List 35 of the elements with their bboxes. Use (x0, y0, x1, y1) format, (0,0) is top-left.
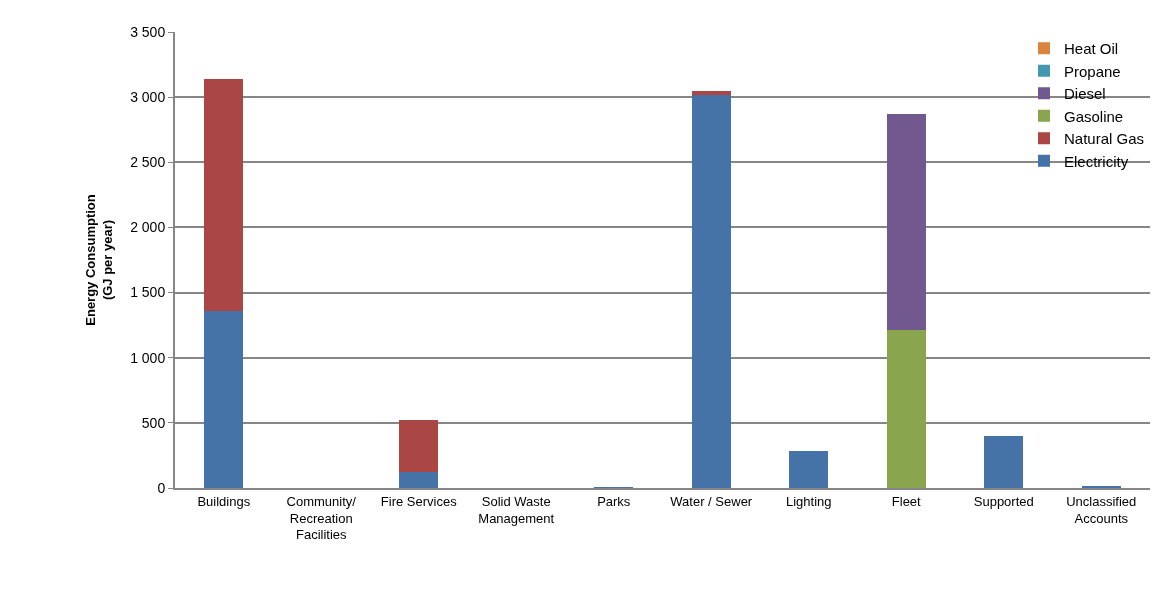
legend-label: Propane (1064, 62, 1121, 80)
x-tick-label: Fire Services (380, 493, 458, 509)
x-tick-label: Buildings (197, 493, 251, 509)
y-tick-label: 3 000 (130, 89, 166, 106)
x-tick-label: Lighting (785, 493, 832, 509)
bar (984, 435, 1024, 488)
x-tick-label: Parks (597, 493, 631, 509)
bar (691, 91, 731, 95)
x-tick-label: Supported (973, 493, 1034, 509)
legend-label: Diesel (1064, 85, 1106, 103)
x-tick-label: Unclassified Accounts (1066, 493, 1137, 526)
y-tick-label: 2 500 (130, 154, 166, 171)
bar (204, 78, 244, 311)
legend-label: Electricity (1064, 152, 1129, 170)
y-tick-label: 2 000 (130, 219, 166, 236)
y-tick-label: 500 (141, 414, 166, 431)
bar (789, 450, 829, 488)
legend-label: Natural Gas (1064, 130, 1145, 148)
bar (886, 114, 926, 330)
x-tick-label: Water / Sewer (670, 493, 753, 509)
x-tick-label: Solid Waste Management (478, 493, 555, 526)
y-tick-label: 1 000 (130, 349, 166, 366)
bar (886, 329, 926, 488)
x-tick-label: Fleet (891, 493, 922, 509)
bar (204, 310, 244, 488)
y-tick-label: 0 (157, 479, 166, 496)
y-tick-label: 3 500 (130, 23, 166, 40)
bar (691, 94, 731, 488)
bar (399, 471, 439, 488)
y-axis-title: Energy Consumption (GJ per year) (82, 194, 115, 326)
y-tick-label: 1 500 (130, 284, 166, 301)
legend-label: Gasoline (1064, 107, 1124, 125)
bar (399, 419, 439, 472)
x-tick-label: Community/ Recreation Facilities (286, 493, 357, 543)
legend-label: Heat Oil (1064, 40, 1119, 58)
